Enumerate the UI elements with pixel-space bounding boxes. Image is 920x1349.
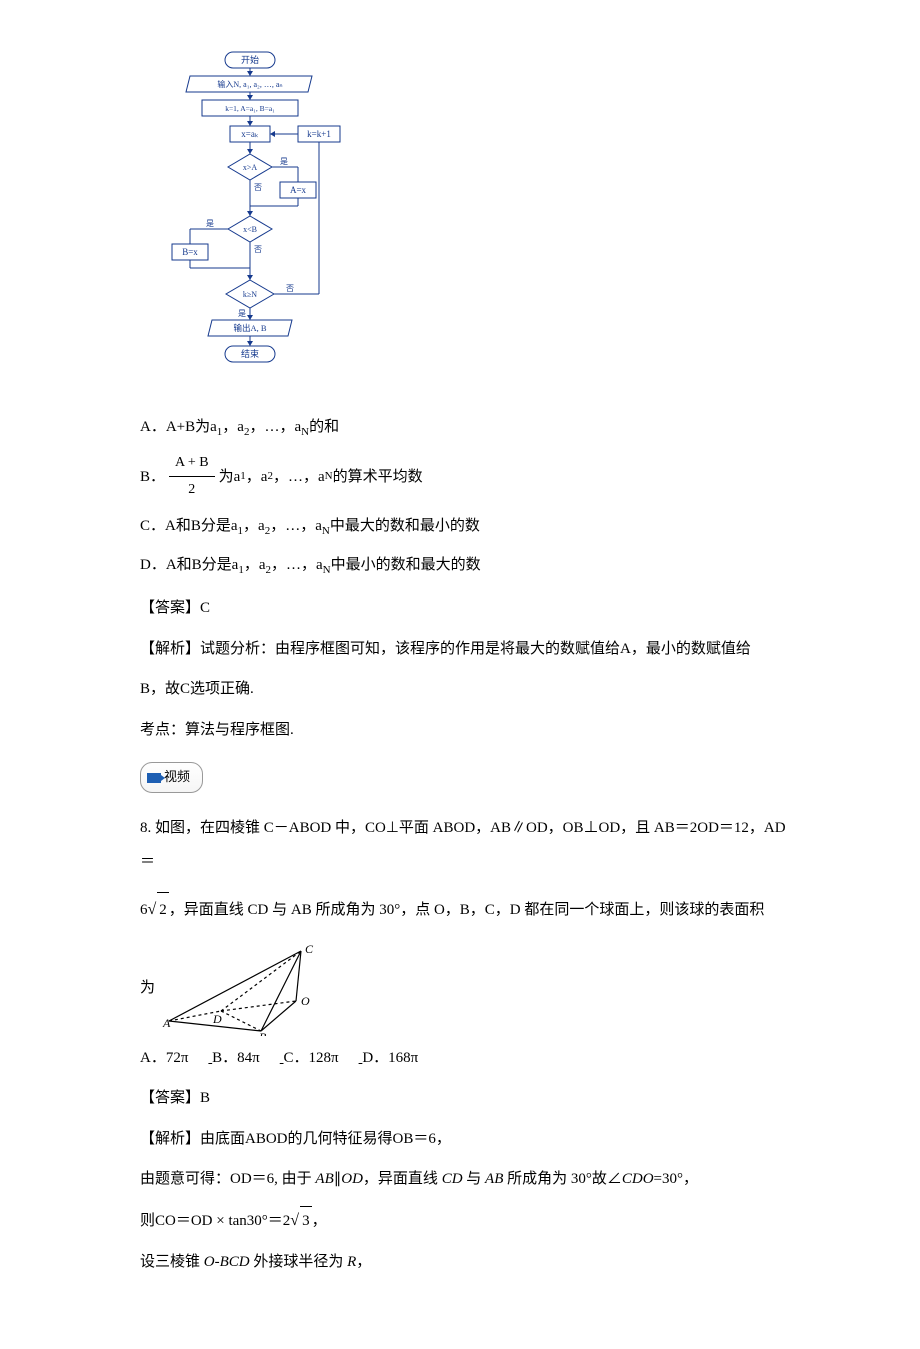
analysis-8-1: 【解析】由底面ABOD的几何特征易得OB＝6， [140,1125,795,1154]
svg-text:C: C [305,942,314,956]
svg-text:k=k+1: k=k+1 [307,129,331,139]
svg-text:x>A: x>A [243,163,258,172]
kaodian-7: 考点：算法与程序框图. [140,716,795,745]
svg-text:否: 否 [254,183,262,192]
answer-8: 【答案】B [140,1084,795,1113]
option-d: D．A和B分是a1，a2，…，aN中最小的数和最大的数 [140,549,795,582]
svg-text:是: 是 [206,219,214,228]
q8-options: A．72π B．84π C．128π D．168π [140,1044,795,1073]
option-a: A．A+B为a1，a2，…，aN的和 [140,411,795,444]
q8-line2: 62，异面直线 CD 与 AB 所成角为 30°，点 O，B，C，D 都在同一个… [140,892,795,929]
svg-text:k≥N: k≥N [243,290,257,299]
svg-text:否: 否 [286,284,294,293]
svg-text:否: 否 [254,245,262,254]
svg-text:k=1, A=a₁, B=a₁: k=1, A=a₁, B=a₁ [225,104,275,113]
svg-text:x=aₖ: x=aₖ [241,129,259,139]
flowchart-svg: 开始 输入N, a₁, a₂, …, aₙ k=1, A=a₁, B=a₁ x=… [150,50,350,385]
svg-text:输出A, B: 输出A, B [233,323,266,333]
pyramid-diagram: A B C D O [161,941,331,1036]
q8-line1: 8. 如图，在四棱锥 C－ABOD 中，CO⊥平面 ABOD，AB∥OD，OB⊥… [140,811,795,880]
video-button[interactable]: 视频 [140,756,795,799]
svg-text:D: D [212,1012,222,1026]
analysis-7b: B，故C选项正确. [140,675,795,704]
option-c: C．A和B分是a1，a2，…，aN中最大的数和最小的数 [140,510,795,543]
svg-text:是: 是 [280,157,288,166]
svg-text:结束: 结束 [241,348,259,359]
camera-icon [147,773,161,783]
svg-text:O: O [301,994,310,1008]
svg-text:输入N, a₁, a₂, …, aₙ: 输入N, a₁, a₂, …, aₙ [217,79,282,89]
svg-text:开始: 开始 [241,54,259,65]
analysis-7a: 【解析】试题分析：由程序框图可知，该程序的作用是将最大的数赋值给A，最小的数赋值… [140,635,795,664]
svg-text:是: 是 [238,309,246,318]
svg-text:x<B: x<B [243,225,257,234]
analysis-8-2: 由题意可得：OD＝6, 由于 AB∥OD，异面直线 CD 与 AB 所成角为 3… [140,1165,795,1194]
svg-text:A: A [162,1016,171,1030]
svg-text:B: B [259,1030,267,1036]
answer-7: 【答案】C [140,594,795,623]
analysis-8-3: 则CO＝OD × tan30°＝23， [140,1206,795,1236]
option-b: B． A + B2 为a1，a2，…，aN的算术平均数 [140,450,795,504]
analysis-8-4: 设三棱锥 O-BCD 外接球半径为 R， [140,1248,795,1277]
svg-text:B=x: B=x [182,247,198,257]
q8-line3: 为 A B C D O [140,941,795,1036]
svg-text:A=x: A=x [290,185,307,195]
